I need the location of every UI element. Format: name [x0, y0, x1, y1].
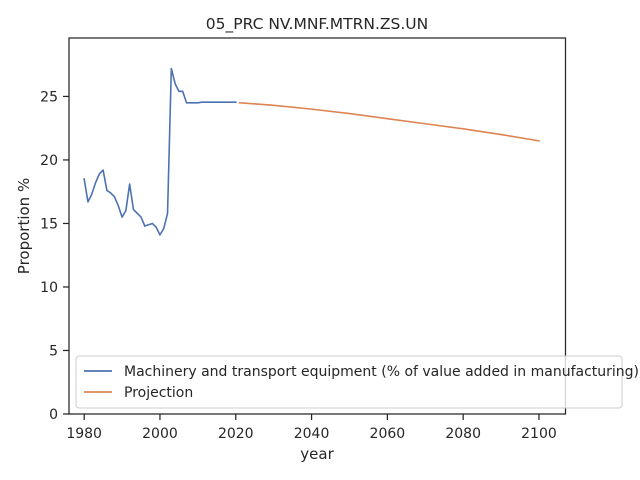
y-axis: 0 5 10 15 20 25 — [40, 89, 69, 423]
x-axis: 1980 2000 2020 2040 2060 2080 2100 — [66, 414, 557, 442]
series-layer — [83, 67, 540, 236]
series-line-1 — [238, 101, 540, 142]
x-tick-label-1980: 1980 — [66, 426, 102, 442]
y-tick-label-25: 25 — [40, 89, 58, 105]
y-tick-label-0: 0 — [49, 407, 58, 423]
y-tick-label-5: 5 — [49, 343, 58, 359]
chart-title: 05_PRC NV.MNF.MTRN.ZS.UN — [206, 15, 428, 34]
legend-label-machinery: Machinery and transport equipment (% of … — [124, 364, 639, 380]
plot-area — [68, 37, 567, 415]
y-tick-label-10: 10 — [40, 280, 58, 296]
legend: Machinery and transport equipment (% of … — [75, 355, 639, 409]
x-tick-label-2020: 2020 — [218, 426, 254, 442]
y-tick-label-15: 15 — [40, 216, 58, 232]
y-axis-label: Proportion % — [15, 178, 33, 274]
legend-label-projection: Projection — [124, 385, 193, 401]
x-tick-label-2000: 2000 — [142, 426, 178, 442]
x-tick-label-2040: 2040 — [294, 426, 330, 442]
x-tick-label-2100: 2100 — [521, 426, 557, 442]
x-tick-label-2060: 2060 — [370, 426, 406, 442]
legend-frame — [75, 355, 623, 409]
plot-frame — [68, 37, 567, 415]
x-tick-label-2080: 2080 — [445, 426, 481, 442]
series-line-0 — [83, 67, 237, 236]
x-axis-label: year — [300, 445, 334, 463]
y-tick-label-20: 20 — [40, 153, 58, 169]
